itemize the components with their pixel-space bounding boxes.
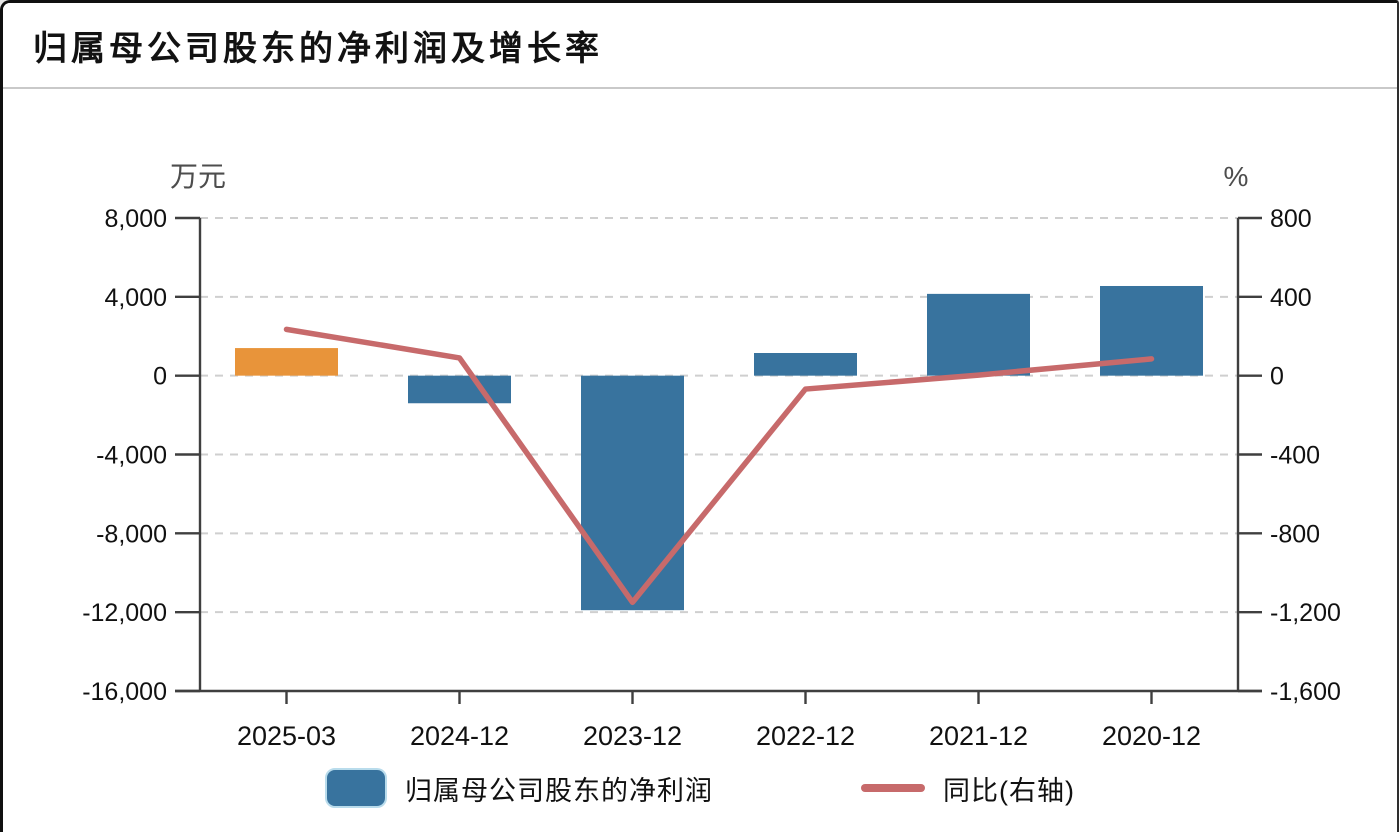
bar-2024-12[interactable] [408, 375, 511, 404]
x-axis-label: 2022-12 [756, 721, 855, 751]
y-axis-left-tick-label: 4,000 [104, 284, 167, 312]
page-title: 归属母公司股东的净利润及增长率 [33, 29, 603, 68]
x-axis-label: 2024-12 [410, 721, 509, 751]
profit-growth-chart: 8,000 800 4,000 400 0 0 -4,000 -400 -8,000 -800 -1… [82, 161, 1341, 751]
left-axis-unit-label: 万元 [170, 161, 226, 192]
legend-item-yoy[interactable]: 同比(右轴) [861, 769, 1075, 808]
bar-2025-03[interactable] [235, 348, 338, 376]
y-axis-right-tick-label: -400 [1270, 442, 1320, 470]
y-axis-right-tick-label: -1,200 [1270, 599, 1341, 627]
x-axis-label: 2023-12 [583, 721, 682, 751]
y-axis-right-tick-label: 0 [1270, 363, 1284, 391]
bar-2021-12[interactable] [927, 293, 1030, 376]
legend-label-net-profit: 归属母公司股东的净利润 [405, 775, 713, 806]
line-series-swatch-icon [861, 784, 925, 792]
yoy-line[interactable] [283, 326, 1155, 606]
bar-2022-12[interactable] [754, 353, 857, 376]
chart-legend: 归属母公司股东的净利润 同比(右轴) [3, 761, 1397, 815]
y-axis-right-tick-label: 400 [1270, 284, 1312, 312]
right-axis-unit-label: % [1224, 161, 1249, 192]
chart-header: 归属母公司股东的净利润及增长率 [3, 3, 1397, 89]
y-axis-left-tick-label: 8,000 [104, 205, 167, 233]
bar-series-swatch-icon [325, 768, 387, 808]
legend-item-net-profit[interactable]: 归属母公司股东的净利润 [325, 768, 713, 808]
legend-label-yoy: 同比(右轴) [943, 775, 1075, 806]
x-axis-label: 2020-12 [1102, 721, 1201, 751]
bar-2023-12[interactable] [581, 375, 684, 611]
x-axis-label: 2021-12 [929, 721, 1028, 751]
y-axis-right-tick-label: -1,600 [1270, 678, 1341, 706]
y-axis-left-tick-label: -12,000 [82, 599, 167, 627]
y-axis-left-tick-label: -8,000 [96, 520, 167, 548]
y-axis-right-tick-label: -800 [1270, 520, 1320, 548]
y-axis-left-tick-label: 0 [153, 363, 167, 391]
y-axis-left-tick-label: -4,000 [96, 442, 167, 470]
y-axis-right-tick-label: 800 [1270, 205, 1312, 233]
y-axis-left-tick-label: -16,000 [82, 678, 167, 706]
x-axis-label: 2025-03 [237, 721, 336, 751]
